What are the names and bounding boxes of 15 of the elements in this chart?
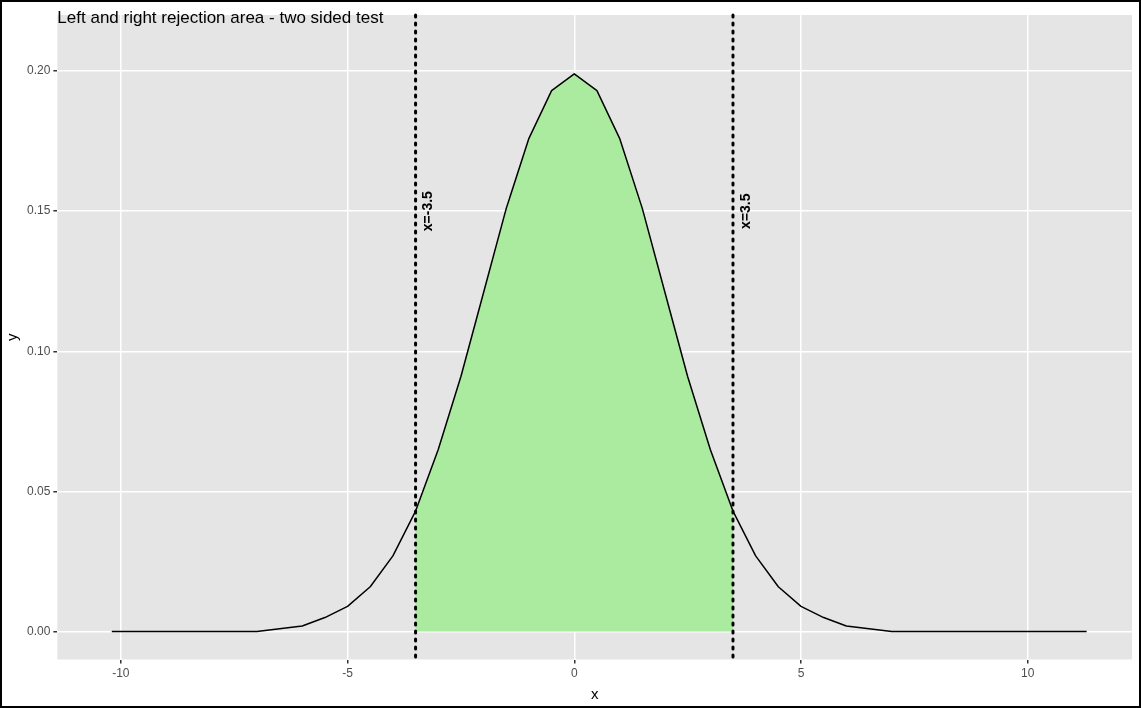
y-tick-label: 0.15 <box>27 203 51 218</box>
ref-line-label: x=-3.5 <box>419 190 436 232</box>
chart-title: Left and right rejection area - two sided test <box>57 8 384 27</box>
x-tick-label: 5 <box>797 666 805 681</box>
y-tick-label: 0.00 <box>27 623 51 638</box>
x-tick-label: 0 <box>570 666 578 681</box>
ref-line-label: x=3.5 <box>736 193 753 229</box>
x-tick-label: -5 <box>342 666 354 681</box>
x-tick-label: 10 <box>1021 666 1035 681</box>
x-axis-title: x <box>590 685 599 703</box>
x-tick-label: -10 <box>112 666 130 681</box>
y-tick-label: 0.20 <box>27 63 51 78</box>
y-axis-title: y <box>3 333 21 342</box>
y-tick-label: 0.05 <box>27 483 51 498</box>
y-tick-label: 0.10 <box>27 343 51 358</box>
